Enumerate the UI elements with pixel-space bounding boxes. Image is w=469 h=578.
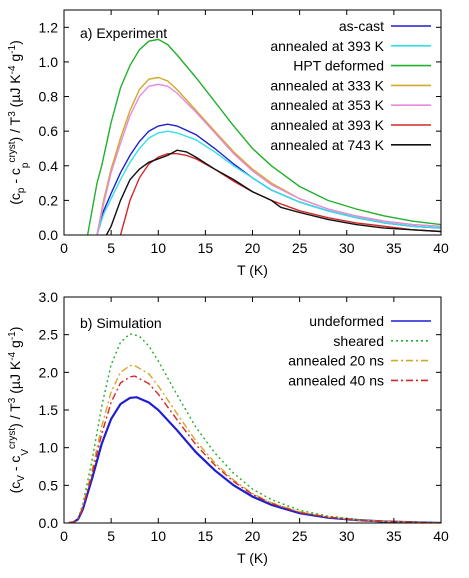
x-tick-label: 30 [339,240,355,256]
y-tick-label: 2.0 [39,364,59,380]
legend-label: annealed at 353 K [270,97,384,113]
panel-title: b) Simulation [80,315,162,331]
panel-title: a) Experiment [80,25,167,41]
y-tick-label: 3.0 [39,289,59,305]
legend-label: as-cast [339,18,384,34]
y-axis-label: (cp - cpcryst) / T3 (µJ K-4 g-1) [7,40,31,205]
legend-label: annealed at 333 K [270,77,384,93]
series-line-4 [96,83,441,235]
series-line-6 [105,149,441,235]
x-tick-label: 0 [60,240,68,256]
y-tick-label: 1.0 [39,440,59,456]
x-tick-label: 15 [198,528,214,544]
legend-label: HPT deformed [293,58,384,74]
legend-label: annealed at 393 K [270,38,384,54]
legend: as-cast annealed at 393 K HPT deformed anne… [270,18,431,153]
legend: undeformed sheared annealed 20 ns annealed … [288,313,431,388]
x-tick-label: 30 [339,528,355,544]
y-tick-label: 0.6 [39,123,59,139]
series-line-1 [96,130,441,235]
x-tick-label: 25 [292,240,308,256]
y-axis-label: (cV - cVcryst) / T3 (µJ K-4 g-1) [7,327,31,494]
x-tick-label: 15 [198,240,214,256]
legend-label: annealed 20 ns [288,353,384,369]
x-tick-label: 25 [292,528,308,544]
series-line-1 [68,333,441,523]
legend-label: annealed at 393 K [270,117,384,133]
x-tick-label: 20 [245,240,261,256]
chart-panel-0: 0 5 10 15 20 25 30 35 40 0.0 0.2 0.4 0.6 0.8 1.0 1.2 T (… [7,9,449,278]
x-tick-label: 0 [60,528,68,544]
x-tick-label: 40 [433,528,449,544]
x-tick-label: 35 [386,240,402,256]
y-tick-label: 0.5 [39,477,59,493]
y-tick-label: 1.5 [39,402,59,418]
x-tick-label: 10 [150,528,166,544]
x-tick-label: 35 [386,528,402,544]
x-tick-label: 20 [245,528,261,544]
legend-label: annealed 40 ns [288,372,384,388]
legend-label: undeformed [309,313,384,329]
series-line-3 [68,375,441,523]
x-axis-label: T (K) [237,262,268,278]
series-line-3 [96,76,441,235]
y-tick-label: 1.0 [39,54,59,70]
y-tick-label: 0.0 [39,227,59,243]
y-tick-label: 0.4 [39,158,59,174]
series-line-2 [68,364,441,523]
chart-panel-1: 0 5 10 15 20 25 30 35 40 0.0 0.5 1.0 1.5 2.0 2.5 3.0 T (… [7,289,449,566]
x-axis-label: T (K) [237,550,268,566]
series-group [68,333,441,523]
y-tick-label: 0.0 [39,515,59,531]
series-line-0 [68,396,441,523]
x-tick-label: 5 [107,528,115,544]
y-tick-label: 2.5 [39,327,59,343]
series-group [86,38,441,235]
y-tick-label: 1.2 [39,19,59,35]
x-tick-label: 5 [107,240,115,256]
series-line-0 [96,123,441,235]
legend-label: annealed at 743 K [270,137,384,153]
x-tick-label: 10 [150,240,166,256]
legend-label: sheared [333,333,384,349]
x-tick-label: 40 [433,240,449,256]
series-line-2 [86,38,441,235]
y-tick-label: 0.2 [39,192,59,208]
y-tick-label: 0.8 [39,89,59,105]
